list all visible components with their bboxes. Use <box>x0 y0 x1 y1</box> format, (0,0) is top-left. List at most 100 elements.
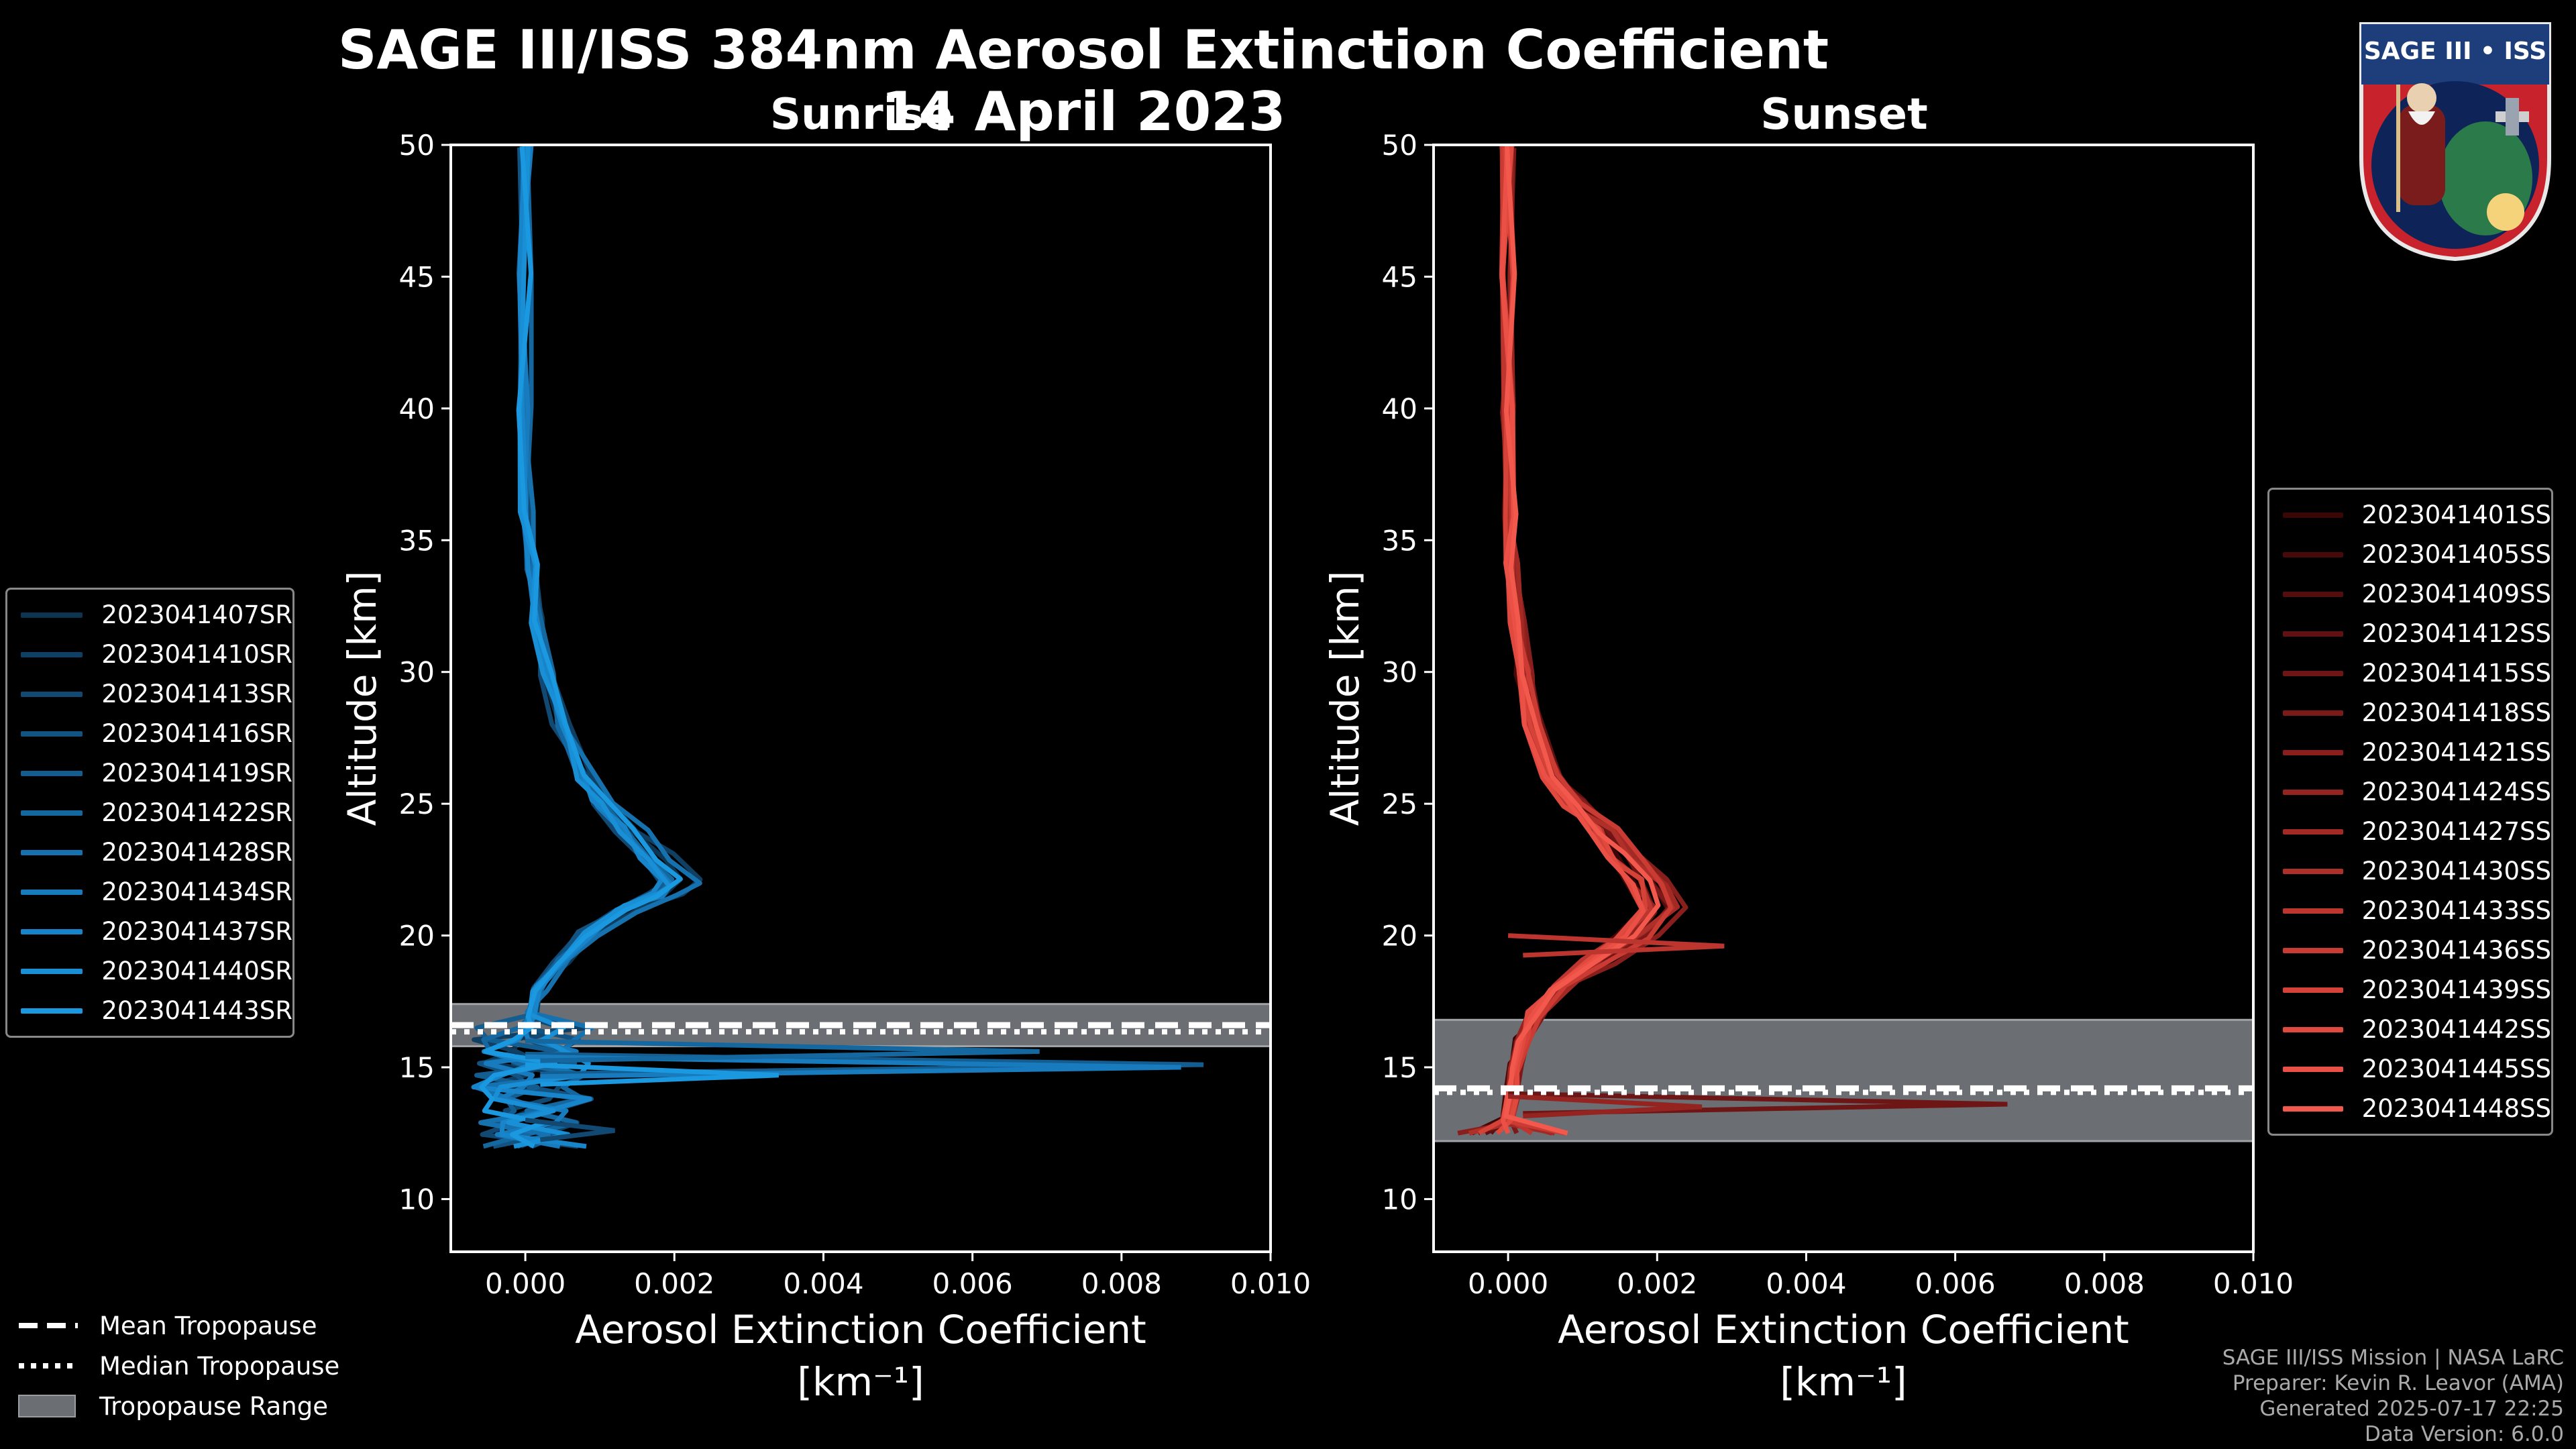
legend-item: 2023041428SR <box>7 833 292 872</box>
series-line-2023041443SR <box>479 146 683 1148</box>
x-axis-label: Aerosol Extinction Coefficient <box>575 1307 1146 1352</box>
legend-swatch <box>2283 749 2343 755</box>
legend-item: 2023041433SS <box>2269 891 2551 930</box>
y-tick-label: 15 <box>399 1051 435 1084</box>
legend-swatch <box>21 928 83 934</box>
tropopause-range-band <box>1432 1018 2255 1142</box>
series-line-2023041434SR <box>483 145 674 1149</box>
x-axis-unit: [km⁻¹] <box>797 1359 924 1405</box>
y-tick-label: 45 <box>399 260 435 293</box>
legend-swatch <box>21 651 83 657</box>
legend-item: 2023041437SR <box>7 912 292 951</box>
y-tick-label: 50 <box>1382 129 1417 162</box>
legend-swatch <box>2283 1026 2343 1032</box>
legend-swatch <box>2283 670 2343 676</box>
y-tick-label: 20 <box>1382 920 1417 953</box>
dotted-line-icon <box>19 1363 78 1368</box>
legend-item: 2023041448SS <box>2269 1089 2551 1128</box>
legend-item: 2023041401SS <box>2269 495 2551 535</box>
credit-line: Generated 2025-07-17 22:25 <box>2259 1397 2564 1421</box>
series-spike <box>525 1038 1040 1063</box>
legend-item: 2023041405SS <box>2269 535 2551 574</box>
series-line-2023041437SR <box>471 145 664 1149</box>
legend-item: 2023041421SS <box>2269 733 2551 772</box>
x-tick-label: 0.000 <box>1468 1267 1548 1300</box>
legend-label: 2023041415SS <box>2361 659 2551 688</box>
x-axis-label: Aerosol Extinction Coefficient <box>1558 1307 2129 1352</box>
legend-label: 2023041424SS <box>2361 777 2551 806</box>
y-tick-label: 30 <box>399 656 435 689</box>
series-line-2023041445SS <box>1499 148 1646 1134</box>
credit-line: SAGE III/ISS Mission | NASA LaRC <box>2222 1346 2564 1370</box>
series-spike <box>525 1062 779 1087</box>
legend-label: 2023041419SR <box>101 759 292 788</box>
band-swatch-icon <box>18 1395 76 1417</box>
y-tick-label: 45 <box>1382 260 1417 293</box>
legend-item: 2023041415SS <box>2269 653 2551 693</box>
series-line-2023041419SR <box>474 146 667 1149</box>
legend-label: 2023041413SR <box>101 680 292 708</box>
legend-swatch <box>2283 1106 2343 1112</box>
legend-label: 2023041412SS <box>2361 619 2551 648</box>
legend-swatch <box>21 691 83 697</box>
subtitle-sunrise: Sunrise <box>769 90 953 140</box>
y-axis-label: Altitude [km] <box>1322 571 1368 826</box>
y-tick-label: 30 <box>1382 656 1417 689</box>
legend-item: 2023041412SS <box>2269 614 2551 653</box>
legend-item: 2023041410SR <box>7 635 292 674</box>
legend-swatch <box>21 1008 83 1014</box>
legend-label: 2023041440SR <box>101 957 292 985</box>
series-line-2023041410SR <box>472 148 703 1148</box>
legend-swatch <box>21 849 83 855</box>
legend-label: 2023041401SS <box>2361 500 2551 529</box>
x-tick-label: 0.008 <box>2064 1267 2145 1300</box>
legend-item: 2023041445SS <box>2269 1049 2551 1089</box>
legend-item: 2023041430SS <box>2269 851 2551 891</box>
legend-swatch <box>2283 987 2343 993</box>
legend-label: 2023041439SS <box>2361 975 2551 1004</box>
y-tick-label: 25 <box>399 788 435 820</box>
legend-item: 2023041419SR <box>7 753 292 793</box>
series-line-2023041407SR <box>480 148 684 1149</box>
legend-label: 2023041407SR <box>101 600 292 629</box>
legend-swatch <box>21 968 83 974</box>
legend-swatch <box>2283 789 2343 795</box>
legend-item: 2023041407SR <box>7 595 292 635</box>
legend-label: 2023041418SS <box>2361 698 2551 727</box>
legend-swatch <box>2283 908 2343 914</box>
series-line-2023041413SR <box>480 145 665 1149</box>
legend-label: 2023041428SR <box>101 838 292 867</box>
x-tick-label: 0.000 <box>485 1267 566 1300</box>
x-axis-unit: [km⁻¹] <box>1780 1359 1907 1405</box>
legend-sunset: 2023041401SS 2023041405SS 2023041409SS 2023… <box>2267 488 2553 1136</box>
legend-swatch <box>2283 947 2343 953</box>
panel-sunset: 10 15 20 25 30 35 40 45 50 0.000 0.002 0.004 0.006 0.… <box>1322 129 2294 1405</box>
legend-label: 2023041434SR <box>101 877 292 906</box>
legend-item: 2023041409SS <box>2269 574 2551 614</box>
legend-label: 2023041427SS <box>2361 817 2551 846</box>
chart-title: SAGE III/ISS 384nm Aerosol Extinction Co… <box>337 19 1829 81</box>
legend-label: 2023041448SS <box>2361 1094 2551 1123</box>
y-tick-label: 20 <box>399 920 435 953</box>
legend-label: 2023041437SR <box>101 917 292 946</box>
legend-item: 2023041416SR <box>7 714 292 753</box>
legend-label: 2023041430SS <box>2361 857 2551 885</box>
legend-label: 2023041405SS <box>2361 540 2551 569</box>
legend-swatch <box>21 889 83 895</box>
credits-block: SAGE III/ISS Mission | NASA LaRC Prepare… <box>2222 1345 2564 1447</box>
badge-text: SAGE III • ISS <box>2364 38 2546 65</box>
sage-iii-iss-logo: SAGE III • ISS <box>2359 22 2551 262</box>
legend-label: Mean Tropopause <box>99 1311 317 1340</box>
x-tick-label: 0.008 <box>1081 1267 1162 1300</box>
legend-label: 2023041442SS <box>2361 1015 2551 1044</box>
legend-label: 2023041410SR <box>101 640 292 669</box>
x-tick-label: 0.006 <box>932 1267 1013 1300</box>
legend-label: 2023041433SS <box>2361 896 2551 925</box>
legend-item: 2023041443SR <box>7 991 292 1030</box>
legend-tropopause-range: Tropopause Range <box>16 1386 339 1426</box>
series-spike <box>1508 1091 2008 1116</box>
legend-item: 2023041427SS <box>2269 812 2551 851</box>
legend-swatch <box>21 810 83 816</box>
legend-swatch <box>2283 591 2343 597</box>
series-spike <box>1507 1093 1703 1119</box>
